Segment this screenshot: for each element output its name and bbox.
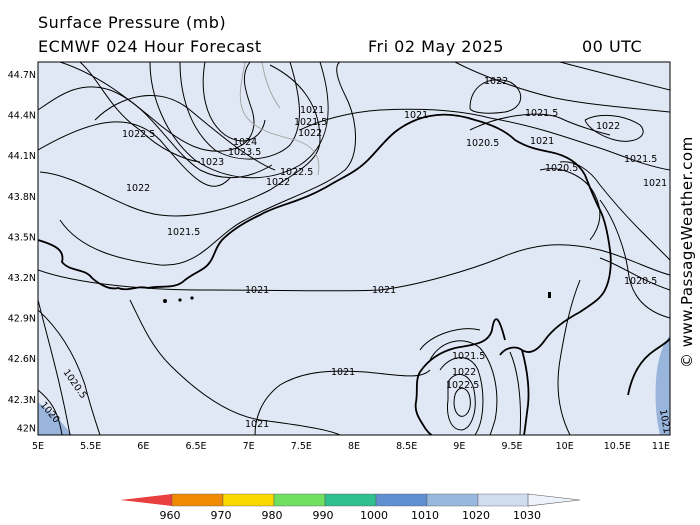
longitude-tick-label: 10.5E	[604, 441, 631, 452]
latitude-tick-label: 43.8N	[8, 192, 36, 203]
longitude-axis: 5E 5.5E 6E 6.5E 7E 7.5E 8E 8.5E 9E 9.5E 10E 10.5E 11…	[32, 441, 670, 452]
latitude-tick-label: 42N	[17, 423, 36, 434]
map-background	[38, 62, 670, 435]
longitude-tick-label: 6.5E	[185, 441, 206, 452]
isobar-label: 1022	[484, 76, 508, 87]
longitude-tick-label: 11E	[652, 441, 670, 452]
latitude-tick-label: 42.3N	[8, 395, 36, 406]
isobar-label: 1022	[266, 177, 290, 188]
longitude-tick-label: 10E	[556, 441, 574, 452]
legend-tick-label: 1030	[513, 509, 541, 522]
latitude-tick-label: 44.7N	[8, 70, 36, 81]
longitude-tick-label: 8E	[348, 441, 360, 452]
legend-tick-label: 990	[313, 509, 334, 522]
legend-color-block	[375, 493, 428, 507]
forecast-time: 00 UTC	[582, 37, 643, 56]
legend-tick-label: 980	[262, 509, 283, 522]
latitude-tick-label: 43.2N	[8, 273, 36, 284]
isobars	[38, 62, 670, 435]
isobar-label: 1022	[126, 183, 150, 194]
isobar-label: 1021.5	[525, 108, 558, 119]
isobar-label: 1021	[245, 285, 269, 296]
isobar-label: 1021	[657, 409, 672, 435]
isobar-label: 1021	[643, 178, 667, 189]
longitude-tick-label: 6E	[137, 441, 149, 452]
plot-frame	[37, 61, 671, 436]
longitude-tick-label: 7E	[243, 441, 255, 452]
legend-arrow-right	[527, 493, 581, 507]
longitude-tick-label: 9E	[453, 441, 465, 452]
credit-text: © www.PassageWeather.com	[678, 136, 696, 368]
legend-tick-label: 970	[211, 509, 232, 522]
isobar-label: 1023	[200, 157, 224, 168]
isobar-label: 1021	[331, 367, 355, 378]
isobar-label: 1022.5	[280, 167, 313, 178]
border-lines	[239, 62, 320, 176]
isobar-label: 1022	[298, 128, 322, 139]
legend-color-block	[171, 493, 224, 507]
latitude-tick-label: 43.5N	[8, 232, 36, 243]
forecast-model: ECMWF 024 Hour Forecast	[38, 37, 262, 56]
low-pressure-fill-se	[655, 335, 670, 435]
isobar-label: 1022.5	[446, 380, 479, 391]
latitude-tick-label: 42.6N	[8, 354, 36, 365]
legend-color-block	[324, 493, 377, 507]
legend-arrow-left	[120, 494, 172, 506]
isobar-label: 1023.5	[228, 147, 261, 158]
longitude-tick-label: 8.5E	[396, 441, 417, 452]
isobar-label: 1021	[300, 105, 324, 116]
latitude-axis: 44.7N 44.4N 44.1N 43.8N 43.5N 43.2N 42.9N 42.6N…	[8, 70, 36, 434]
isobar-label: 1021	[404, 110, 428, 121]
isobar-label: 1021	[372, 285, 396, 296]
isobar-label: 1022	[452, 367, 476, 378]
legend-color-block	[426, 493, 479, 507]
legend-tick-label: 960	[160, 509, 181, 522]
latitude-tick-label: 42.9N	[8, 314, 36, 325]
isobar-label: 1020.5	[545, 163, 578, 174]
legend-color-block	[477, 493, 530, 507]
chart-title: Surface Pressure (mb)	[38, 13, 227, 32]
coastline	[38, 113, 670, 435]
forecast-date: Fri 02 May 2025	[368, 37, 504, 56]
legend-tick-label: 1010	[411, 509, 439, 522]
longitude-tick-label: 9.5E	[501, 441, 522, 452]
legend-tick-label: 1020	[462, 509, 490, 522]
longitude-tick-label: 7.5E	[291, 441, 312, 452]
isobar-label: 1024	[233, 137, 257, 148]
isobar-label: 1021.5	[452, 351, 485, 362]
longitude-tick-label: 5.5E	[80, 441, 101, 452]
latitude-tick-label: 44.4N	[8, 111, 36, 122]
isobar-label: 1021.5	[294, 117, 327, 128]
isobar-label: 1021.5	[624, 154, 657, 165]
isobar-label: 1021.5	[167, 227, 200, 238]
isobar-label: 1021	[530, 136, 554, 147]
islands	[163, 292, 551, 303]
isobar-label: 1020.5	[466, 138, 499, 149]
isobar-label-group: 1022.5 1022 1021.5 1021 1024 1023.5 1023…	[38, 76, 672, 435]
pressure-legend: 960 970 980 990 1000 1010 1020 1030	[120, 493, 581, 522]
longitude-tick-label: 5E	[32, 441, 44, 452]
isobar-label: 1022.5	[122, 129, 155, 140]
legend-color-block	[222, 493, 275, 507]
isobar-label: 1021	[245, 419, 269, 430]
latitude-tick-label: 44.1N	[8, 151, 36, 162]
low-pressure-fill-sw	[38, 402, 72, 435]
legend-color-block	[273, 493, 326, 507]
legend-tick-label: 1000	[360, 509, 388, 522]
isobar-label: 1020.5	[624, 276, 657, 287]
isobar-label: 1022	[596, 121, 620, 132]
